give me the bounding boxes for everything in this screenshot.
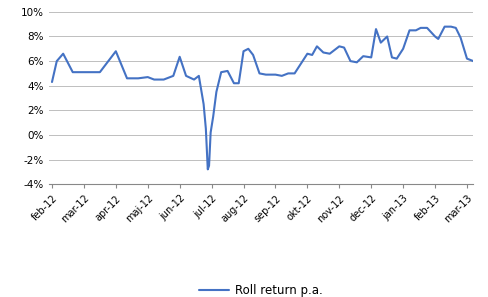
- Roll return p.a.: [453, 26, 459, 30]
- Roll return p.a.: [448, 25, 454, 29]
- Roll return p.a.: [458, 36, 464, 40]
- Roll return p.a.: [360, 54, 366, 58]
- Roll return p.a.: [205, 168, 211, 171]
- Roll return p.a.: [378, 41, 384, 45]
- Legend: Roll return p.a.: Roll return p.a.: [195, 279, 327, 297]
- Roll return p.a.: [442, 25, 447, 29]
- Roll return p.a.: [49, 80, 55, 84]
- Roll return p.a.: [407, 29, 412, 32]
- Line: Roll return p.a.: Roll return p.a.: [52, 27, 488, 169]
